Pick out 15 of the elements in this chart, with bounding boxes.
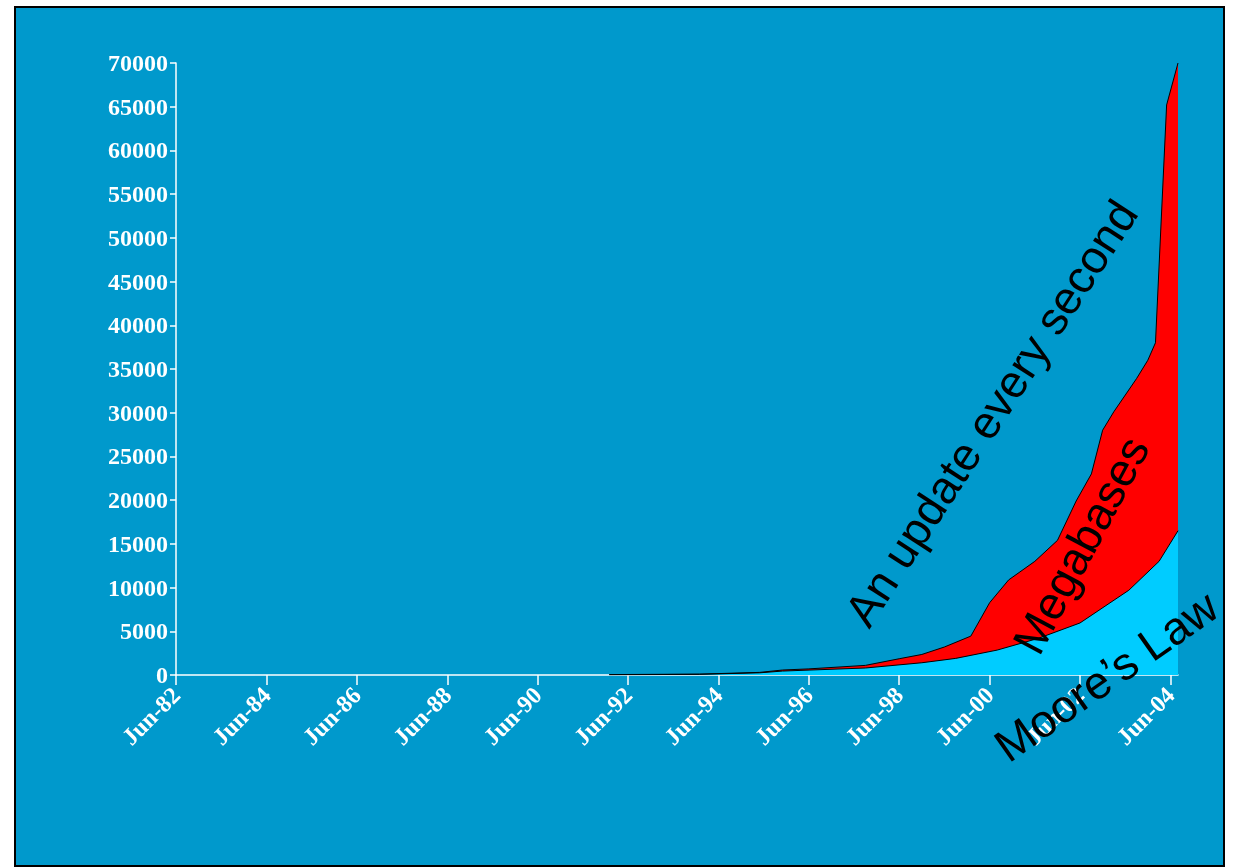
y-tick-label: 25000 xyxy=(108,443,168,470)
y-tick-label: 10000 xyxy=(108,574,168,601)
y-tick-label: 15000 xyxy=(108,530,168,557)
y-tick-label: 35000 xyxy=(108,356,168,382)
y-tick-label: 55000 xyxy=(108,181,168,208)
y-tick-label: 5000 xyxy=(120,618,168,645)
y-tick-label: 70000 xyxy=(108,50,168,76)
y-tick-label: 50000 xyxy=(108,224,168,251)
y-tick-label: 0 xyxy=(156,662,168,688)
y-tick-label: 40000 xyxy=(108,312,168,339)
y-tick-label: 30000 xyxy=(108,399,168,426)
y-tick-label: 65000 xyxy=(108,93,168,120)
y-tick-label: 60000 xyxy=(108,137,168,164)
y-tick-label: 20000 xyxy=(108,487,168,514)
y-tick-label: 45000 xyxy=(108,268,168,295)
